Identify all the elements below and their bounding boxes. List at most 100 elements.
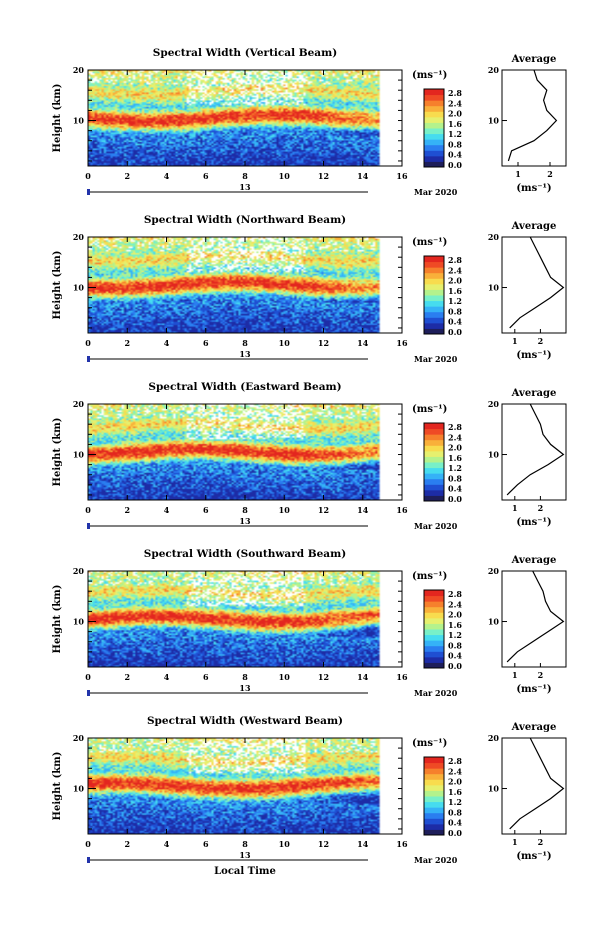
x-tick-label: 8 <box>242 171 248 181</box>
x-tick-label: 0 <box>85 505 91 515</box>
average-x-tick-label: 1 <box>512 837 518 847</box>
colorbar-tick-label: 1.6 <box>448 453 462 463</box>
average-y-tick-label: 20 <box>488 733 500 743</box>
x-tick-label: 4 <box>164 338 170 348</box>
y-axis-label: Height (km) <box>52 84 63 153</box>
colorbar-tick-label: 1.2 <box>448 296 462 306</box>
colorbar-swatch <box>424 434 444 441</box>
date-day: 13 <box>239 850 251 860</box>
panel-title: Spectral Width (Eastward Beam) <box>148 381 341 393</box>
colorbar-swatch <box>424 289 444 296</box>
colorbar-tick-label: 0.8 <box>448 139 462 149</box>
x-tick-label: 14 <box>357 672 369 682</box>
average-title: Average <box>511 388 557 399</box>
colorbar-swatch <box>424 161 444 168</box>
average-frame <box>501 570 567 668</box>
date-day: 13 <box>239 683 251 693</box>
colorbar-swatch <box>424 662 444 669</box>
colorbar-tick-label: 2.8 <box>448 589 462 599</box>
colorbar-swatch <box>424 462 444 469</box>
x-tick-label: 10 <box>279 505 291 515</box>
colorbar-swatch <box>424 150 444 157</box>
x-tick-label: 14 <box>357 839 369 849</box>
colorbar-swatch <box>424 445 444 452</box>
colorbar-swatch <box>424 116 444 123</box>
panel-title: Spectral Width (Northward Beam) <box>144 214 346 226</box>
date-marker <box>87 857 90 863</box>
average-y-tick-label: 20 <box>488 232 500 242</box>
colorbar-tick-label: 2.4 <box>448 599 462 609</box>
heatmap-image <box>88 404 402 500</box>
colorbar-swatch <box>424 261 444 268</box>
colorbar-swatch <box>424 300 444 307</box>
colorbar-tick-label: 0.4 <box>448 150 462 160</box>
x-tick-label: 4 <box>164 672 170 682</box>
colorbar-swatch <box>424 89 444 96</box>
x-tick-label: 10 <box>279 171 291 181</box>
panel-4: Spectral Width (Westward Beam)0 2 4 6 8 10 12 1… <box>52 715 567 877</box>
colorbar-tick-label: 1.6 <box>448 119 462 129</box>
colorbar-swatch <box>424 473 444 480</box>
date-day: 13 <box>239 182 251 192</box>
heatmap-image <box>88 70 402 166</box>
x-tick-label: 0 <box>85 839 91 849</box>
panel-title: Spectral Width (Vertical Beam) <box>153 47 337 59</box>
average-profile-line <box>507 69 558 162</box>
colorbar-tick-label: 1.2 <box>448 463 462 473</box>
y-tick-label: 10 <box>73 784 85 794</box>
date-marker <box>87 189 90 195</box>
x-tick-label: 0 <box>85 171 91 181</box>
x-tick-label: 2 <box>124 839 130 849</box>
y-tick-label: 10 <box>73 116 85 126</box>
x-tick-label: 10 <box>279 839 291 849</box>
y-axis-label: Height (km) <box>52 752 63 821</box>
average-x-label: (ms⁻¹) <box>516 684 551 695</box>
x-tick-label: 8 <box>242 338 248 348</box>
colorbar-swatch <box>424 640 444 647</box>
average-profile-line <box>506 403 565 496</box>
colorbar-tick-label: 0.8 <box>448 306 462 316</box>
x-tick-label: 6 <box>203 672 209 682</box>
x-tick-label: 10 <box>279 672 291 682</box>
colorbar-tick-label: 1.6 <box>448 787 462 797</box>
x-tick-label: 2 <box>124 505 130 515</box>
y-tick-label: 20 <box>73 566 85 576</box>
date-marker <box>87 690 90 696</box>
colorbar-swatch <box>424 801 444 808</box>
colorbar-swatch <box>424 283 444 290</box>
colorbar-tick-label: 2.4 <box>448 766 462 776</box>
x-tick-label: 0 <box>85 338 91 348</box>
colorbar-swatch <box>424 122 444 129</box>
x-tick-label: 16 <box>396 672 408 682</box>
colorbar-swatch <box>424 111 444 118</box>
x-tick-label: 6 <box>203 338 209 348</box>
y-axis-label: Height (km) <box>52 251 63 320</box>
colorbar-units: (ms⁻¹) <box>412 571 447 582</box>
x-tick-label: 2 <box>124 171 130 181</box>
x-tick-label: 14 <box>357 171 369 181</box>
colorbar-swatch <box>424 139 444 146</box>
colorbar-tick-label: 0.0 <box>448 661 462 671</box>
colorbar-tick-label: 2.4 <box>448 98 462 108</box>
average-profile-line <box>509 737 565 830</box>
colorbar-tick-label: 2.4 <box>448 265 462 275</box>
colorbar-tick-label: 2.0 <box>448 610 462 620</box>
x-tick-label: 16 <box>396 338 408 348</box>
colorbar-units: (ms⁻¹) <box>412 404 447 415</box>
x-tick-label: 4 <box>164 171 170 181</box>
colorbar-tick-label: 0.0 <box>448 327 462 337</box>
average-frame <box>501 403 567 501</box>
heatmap-image <box>88 738 402 834</box>
x-tick-label: 16 <box>396 171 408 181</box>
average-x-tick-label: 2 <box>547 169 553 179</box>
colorbar-swatch <box>424 623 444 630</box>
colorbar-swatch <box>424 645 444 652</box>
x-tick-label: 12 <box>318 171 329 181</box>
x-tick-label: 8 <box>242 505 248 515</box>
date-day: 13 <box>239 349 251 359</box>
colorbar-units: (ms⁻¹) <box>412 237 447 248</box>
average-x-label: (ms⁻¹) <box>516 851 551 862</box>
date-month-year: Mar 2020 <box>414 521 458 531</box>
colorbar-tick-label: 2.4 <box>448 432 462 442</box>
